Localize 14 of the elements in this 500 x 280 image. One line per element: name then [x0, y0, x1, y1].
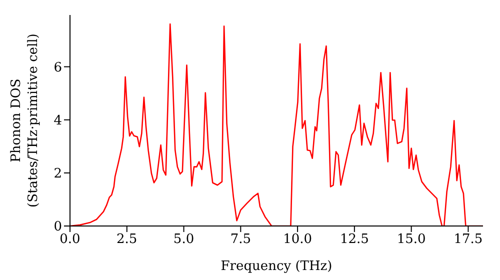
- x-axis-title: Frequency (THz): [220, 259, 332, 274]
- x-tick-label: 15.0: [396, 232, 426, 248]
- y-tick-label: 6: [54, 60, 62, 76]
- x-tick-label: 0.0: [60, 232, 80, 248]
- x-tick-label: 7.5: [230, 232, 252, 248]
- x-tick-label: 12.5: [340, 232, 369, 248]
- x-tick-label: 17.5: [454, 232, 483, 248]
- x-tick-label: 10.0: [283, 232, 312, 248]
- y-axis-title: Phonon DOS (States/THz·primitive cell): [9, 33, 41, 208]
- x-tick-label: 5.0: [173, 232, 194, 248]
- y-tick-label: 0: [54, 220, 62, 235]
- y-tick-label: 4: [54, 113, 62, 128]
- x-tick-label: 2.5: [116, 232, 138, 248]
- y-tick-label: 2: [54, 166, 62, 182]
